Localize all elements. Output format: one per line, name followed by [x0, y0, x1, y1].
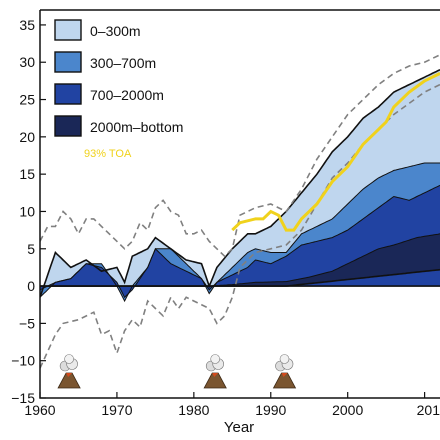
x-tick-label: 1960 [24, 402, 55, 418]
legend-swatch-2000m-bottom [54, 115, 82, 137]
outline-total [40, 68, 440, 298]
legend-swatch-0-300m [54, 19, 82, 41]
areas-layer [40, 54, 440, 369]
volcano-markers [57, 354, 297, 389]
legend: 0–300m 300–700m 700–2000m 2000m–bottom 9… [54, 19, 183, 160]
area-2000m-bottom [40, 233, 440, 287]
uncertainty-upper-line [40, 54, 440, 258]
x-axis: 1960 1970 1980 1990 2000 201 [24, 392, 440, 418]
y-tick-label: −5 [19, 315, 35, 331]
legend-label-2000m-bottom: 2000m–bottom [90, 119, 183, 135]
y-tick-label: 25 [19, 92, 35, 108]
x-axis-title: Year [224, 419, 254, 436]
y-tick-label: 35 [19, 17, 35, 33]
volcano-icon [57, 354, 81, 389]
outline-0-300m [40, 162, 440, 303]
y-axis: −15 −10 −5 0 5 10 15 20 25 30 35 [11, 17, 46, 406]
outline-300-700m [40, 184, 440, 299]
x-tick-label: 1970 [101, 402, 132, 418]
y-tick-label: 5 [27, 241, 35, 257]
y-tick-label: 20 [19, 129, 35, 145]
legend-label-700-2000m: 700–2000m [90, 87, 164, 103]
y-tick-label: −15 [11, 390, 35, 406]
y-tick-label: 0 [27, 278, 35, 294]
x-tick-label: 201 [417, 402, 440, 418]
y-tick-label: 30 [19, 54, 35, 70]
toa-line [231, 72, 440, 232]
x-tick-label: 1980 [178, 402, 209, 418]
legend-swatch-700-2000m [54, 83, 82, 105]
legend-label-0-300m: 0–300m [90, 23, 141, 39]
x-tick-label: 2000 [332, 402, 363, 418]
y-tick-label: 10 [19, 203, 35, 219]
legend-label-toa: 93% TOA [84, 148, 132, 160]
y-tick-label: −10 [11, 353, 35, 369]
volcano-icon [203, 354, 227, 389]
x-tick-label: 1990 [255, 402, 286, 418]
y-tick-label: 15 [19, 166, 35, 182]
legend-label-300-700m: 300–700m [90, 55, 156, 71]
legend-swatch-300-700m [54, 51, 82, 73]
volcano-icon [272, 354, 297, 389]
